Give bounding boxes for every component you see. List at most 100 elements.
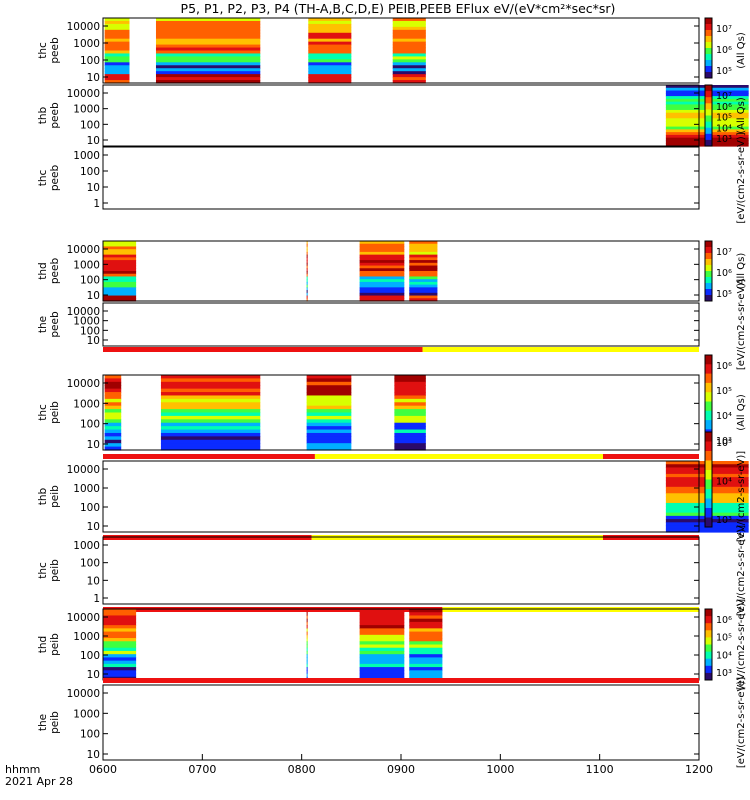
y-tick-label: 10 bbox=[87, 575, 100, 587]
colorbar-step bbox=[705, 24, 712, 31]
colorbar-step bbox=[705, 460, 712, 471]
colorbar-step bbox=[705, 115, 712, 123]
y-tick-label: 10000 bbox=[67, 378, 100, 390]
colorbar-step bbox=[705, 508, 712, 518]
y-tick-label: 10000 bbox=[67, 612, 100, 624]
colorbar-step bbox=[705, 91, 712, 98]
colorbar-step bbox=[705, 364, 712, 375]
data-burst bbox=[359, 609, 405, 681]
panel-thc-peib: 10000 1000 100 10 thc peib 10⁶ 10⁵ 10⁴ 10³ (All Qs… bbox=[37, 354, 747, 459]
colorbar-title: (All Qs) bbox=[736, 32, 747, 69]
colorbar-frame bbox=[704, 17, 713, 79]
panel-frame bbox=[102, 374, 700, 451]
colorbar-step bbox=[705, 616, 712, 624]
colorbar-step bbox=[705, 97, 712, 104]
colorbar-tick-label: 10⁷ bbox=[716, 247, 732, 258]
y-tick-label: 10000 bbox=[67, 244, 100, 256]
colorbar-step bbox=[705, 630, 712, 638]
y-tick-label: 10 bbox=[87, 182, 100, 194]
colorbar-step bbox=[705, 139, 712, 147]
data-burst bbox=[155, 18, 261, 84]
colorbar-step bbox=[705, 651, 712, 660]
panel-thc-peeb: 1000 100 10 1 thc peeb [eV/(cm2-s-sr-eV)] bbox=[37, 132, 747, 223]
colorbar-tick-label: 10³ bbox=[716, 515, 732, 526]
colorbar-step bbox=[705, 392, 712, 402]
y-tick-label: 10 bbox=[87, 521, 100, 533]
colorbar-step bbox=[705, 48, 712, 55]
data-burst bbox=[306, 375, 352, 451]
colorbar-tick-label: 10⁶ bbox=[716, 268, 732, 279]
colorbar-tick-label: 10⁵ bbox=[716, 438, 732, 449]
y-tick-label: 10000 bbox=[67, 88, 100, 100]
panel-label-line2: peeb bbox=[49, 165, 61, 192]
colorbar-step bbox=[705, 637, 712, 645]
data-burst bbox=[103, 609, 137, 681]
colorbar-step bbox=[705, 42, 712, 49]
data-burst bbox=[359, 241, 405, 302]
date-label: 2021 Apr 28 bbox=[5, 775, 73, 788]
x-tick-label: 1000 bbox=[486, 763, 514, 776]
panel-label-line2: peeb bbox=[49, 102, 61, 129]
panel-label-line2: peib bbox=[49, 401, 61, 424]
panel-thb-peib: 10000 1000 100 10 thb peib 10⁵ 10⁴ 10³ [eV/(cm2-s… bbox=[37, 431, 749, 542]
y-tick-label: 100 bbox=[80, 729, 100, 741]
colorbar: 10⁶ 10⁵ 10⁴ 10³ bbox=[704, 608, 732, 681]
status-bar-segment bbox=[103, 454, 315, 459]
panel-frame bbox=[102, 146, 700, 210]
y-tick-label: 1000 bbox=[73, 631, 100, 643]
y-tick-label: 1000 bbox=[73, 38, 100, 50]
colorbar-tick-label: 10⁶ bbox=[716, 615, 732, 626]
data-burst bbox=[306, 609, 308, 681]
colorbar-step bbox=[705, 432, 712, 442]
panel-label-line1: thc bbox=[37, 170, 49, 187]
x-tick-label: 0700 bbox=[188, 763, 216, 776]
colorbar-frame bbox=[704, 608, 713, 681]
status-bar-segment bbox=[103, 678, 699, 683]
y-tick-label: 100 bbox=[80, 166, 100, 178]
colorbar-step bbox=[705, 259, 712, 266]
colorbar-title: [eV/(cm2-s-sr-eV)] bbox=[736, 451, 747, 542]
data-burst bbox=[392, 18, 426, 84]
colorbar-tick-label: 10⁵ bbox=[716, 386, 732, 397]
colorbar-step bbox=[705, 247, 712, 254]
colorbar-step bbox=[705, 30, 712, 37]
colorbar-tick-label: 10⁴ bbox=[716, 650, 732, 661]
status-bar-segment bbox=[103, 347, 423, 352]
data-burst bbox=[103, 241, 137, 302]
panel-label-line2: peeb bbox=[49, 311, 61, 338]
y-tick-label: 100 bbox=[80, 55, 100, 67]
colorbar-step bbox=[705, 283, 712, 290]
colorbar-step bbox=[705, 441, 712, 452]
panel-label-line1: the bbox=[37, 316, 49, 333]
colorbar-tick-label: 10⁵ bbox=[716, 113, 732, 124]
panel-label-line2: peib bbox=[49, 559, 61, 582]
colorbar-step bbox=[705, 36, 712, 43]
colorbar-step bbox=[705, 517, 712, 528]
colorbar-step bbox=[705, 72, 712, 79]
panel-label-line2: peeb bbox=[49, 258, 61, 285]
y-tick-label: 1000 bbox=[73, 104, 100, 116]
panel-label-line1: thd bbox=[37, 636, 49, 653]
y-tick-label: 100 bbox=[80, 502, 100, 514]
colorbar-step bbox=[705, 103, 712, 110]
colorbar-title: [eV/(cm2-s-sr-eV)] bbox=[736, 279, 747, 370]
y-tick-label: 100 bbox=[80, 558, 100, 570]
colorbar-title: (All Qs) bbox=[736, 394, 747, 431]
colorbar: 10⁷ 10⁶ 10⁵ bbox=[704, 240, 732, 302]
colorbar-step bbox=[705, 265, 712, 272]
colorbar-step bbox=[705, 470, 712, 480]
colorbar-step bbox=[705, 85, 712, 92]
x-tick-label: 1100 bbox=[586, 763, 614, 776]
panel-frame bbox=[102, 84, 700, 147]
colorbar-title: [eV/(cm2-s-sr-eV)] bbox=[736, 599, 747, 690]
y-tick-label: 1000 bbox=[73, 708, 100, 720]
colorbar-title: (All Qs) bbox=[736, 253, 747, 290]
y-tick-label: 10 bbox=[87, 669, 100, 681]
colorbar-step bbox=[705, 295, 712, 302]
colorbar: 10⁷ 10⁶ 10⁵ bbox=[704, 17, 732, 79]
data-burst bbox=[409, 241, 438, 302]
colorbar-step bbox=[705, 498, 712, 509]
y-tick-label: 10 bbox=[87, 290, 100, 302]
